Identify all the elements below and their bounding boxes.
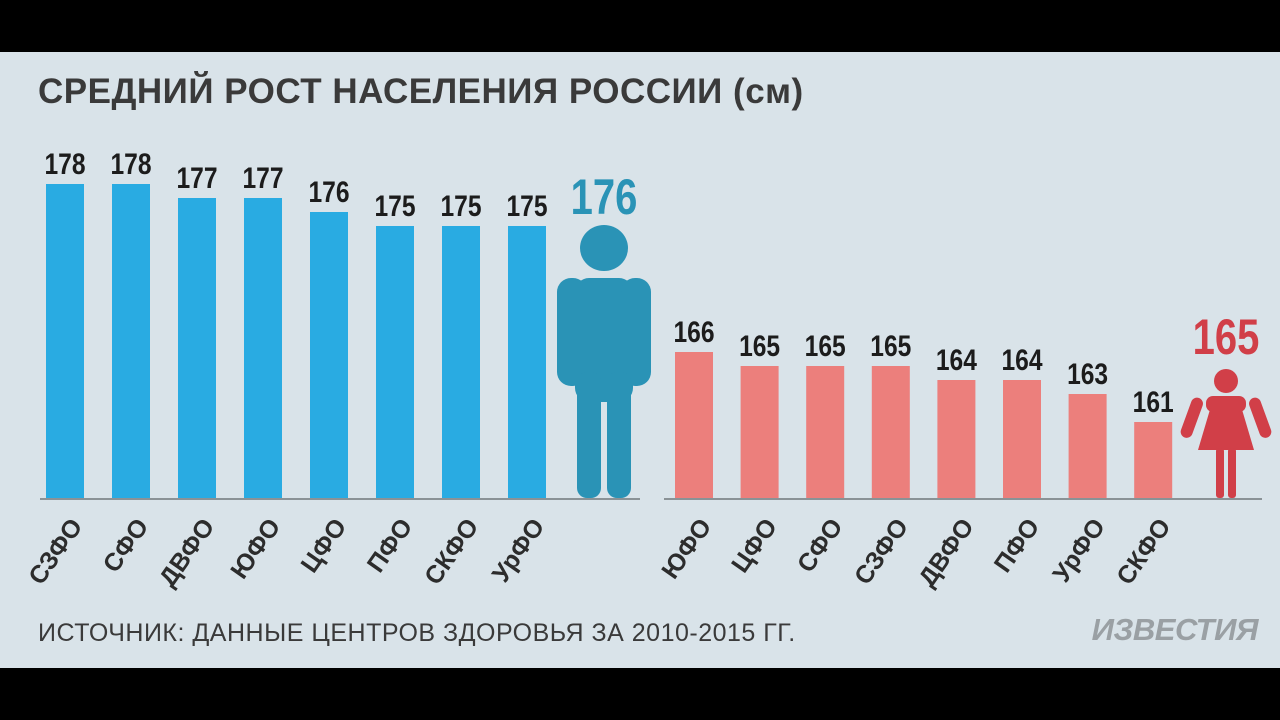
men-category-label: ДВФО <box>154 513 221 591</box>
women-category-label: ПФО <box>989 513 1046 577</box>
women-bar <box>740 366 779 498</box>
women-bar <box>675 352 713 498</box>
women-value-label: 165 <box>870 329 911 363</box>
source-note: ИСТОЧНИК: ДАННЫЕ ЦЕНТРОВ ЗДОРОВЬЯ ЗА 201… <box>38 619 796 647</box>
women-bar <box>1003 380 1041 498</box>
izvestia-logo: ИЗВЕСТИЯ <box>1091 612 1259 647</box>
men-bars-group: 178 СЗФО 178 СФО 177 ДВФО 177 ЮФО 176 ЦФО 175 ПФО 17… <box>23 147 651 592</box>
men-category-label: СФО <box>98 513 155 577</box>
women-category-label: СЗФО <box>849 513 914 589</box>
men-value-label: 178 <box>44 147 85 181</box>
women-bar <box>1134 422 1173 498</box>
men-category-label: ЮФО <box>225 513 286 584</box>
men-category-label: УрФО <box>487 513 550 587</box>
men-category-label: СКФО <box>419 513 484 589</box>
women-value-label: 161 <box>1133 385 1174 419</box>
men-value-label: 175 <box>506 189 547 223</box>
women-value-label: 165 <box>739 329 780 363</box>
men-value-label: 176 <box>308 175 349 209</box>
men-bar <box>46 184 84 498</box>
women-value-label: 164 <box>1001 343 1043 377</box>
men-value-label: 177 <box>242 161 283 195</box>
women-category-label: ЦФО <box>726 513 783 577</box>
chart-panel: СРЕДНИЙ РОСТ НАСЕЛЕНИЯ РОССИИ (см) 178 СЗ… <box>0 52 1280 668</box>
women-category-label: ДВФО <box>913 513 980 591</box>
women-category-label: СКФО <box>1111 513 1176 589</box>
women-bars-group: 166 ЮФО 165 ЦФО 165 СФО 165 СЗФО 164 ДВФО 164 ПФО 16… <box>656 309 1272 592</box>
women-bar <box>1068 394 1107 498</box>
man-figure-icon <box>557 225 651 498</box>
women-value-label: 164 <box>936 343 978 377</box>
women-category-label: УрФО <box>1047 513 1110 587</box>
men-value-label: 175 <box>374 189 415 223</box>
woman-figure-icon <box>1180 369 1272 498</box>
men-bar <box>376 226 414 498</box>
chart-title: СРЕДНИЙ РОСТ НАСЕЛЕНИЯ РОССИИ (см) <box>38 72 804 111</box>
men-bar <box>112 184 150 498</box>
men-bar <box>442 226 480 498</box>
men-category-label: СЗФО <box>23 513 88 589</box>
women-value-label: 163 <box>1067 357 1108 391</box>
men-category-label: ПФО <box>362 513 419 577</box>
women-bar <box>806 366 845 498</box>
women-value-label: 166 <box>673 315 714 349</box>
men-category-label: ЦФО <box>296 513 353 577</box>
men-bar <box>244 198 282 498</box>
men-value-label: 175 <box>440 189 481 223</box>
men-bar <box>178 198 216 498</box>
men-bar <box>508 226 546 498</box>
men-value-label: 178 <box>110 147 151 181</box>
women-bar <box>871 366 910 498</box>
women-value-label: 165 <box>805 329 846 363</box>
height-chart: 178 СЗФО 178 СФО 177 ДВФО 177 ЮФО 176 ЦФО 175 ПФО 17… <box>23 147 1272 592</box>
women-average-label: 165 <box>1193 309 1260 365</box>
women-category-label: СФО <box>792 513 849 577</box>
women-bar <box>937 380 976 498</box>
men-value-label: 177 <box>176 161 217 195</box>
men-bar <box>310 212 348 498</box>
women-category-label: ЮФО <box>656 513 717 584</box>
men-average-label: 176 <box>571 169 638 225</box>
